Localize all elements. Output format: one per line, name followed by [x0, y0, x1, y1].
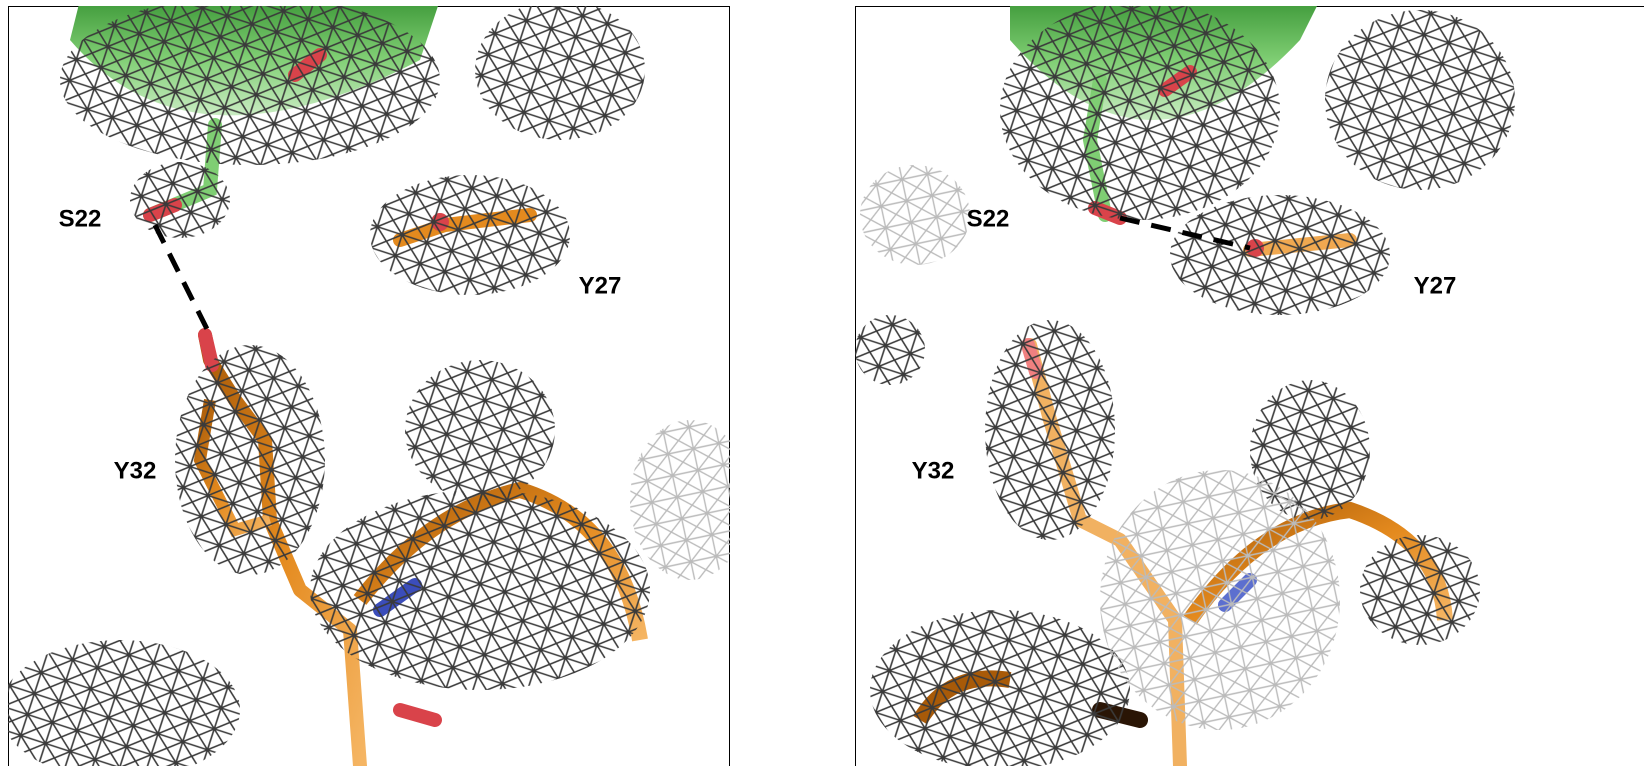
residue-label: Y27: [1414, 272, 1457, 299]
residue-label: S22: [59, 205, 102, 232]
residue-label: S22: [967, 205, 1010, 232]
residue-label: Y32: [912, 457, 955, 484]
left-panel: [0, 0, 750, 766]
page: S22 Y27 Y32 S22 Y27 Y32 (() => { const d…: [0, 0, 1644, 766]
figure: S22 Y27 Y32 S22 Y27 Y32: [0, 0, 1644, 766]
residue-label: Y32: [114, 457, 157, 484]
right-panel: [855, 0, 1644, 766]
residue-label: Y27: [579, 272, 622, 299]
